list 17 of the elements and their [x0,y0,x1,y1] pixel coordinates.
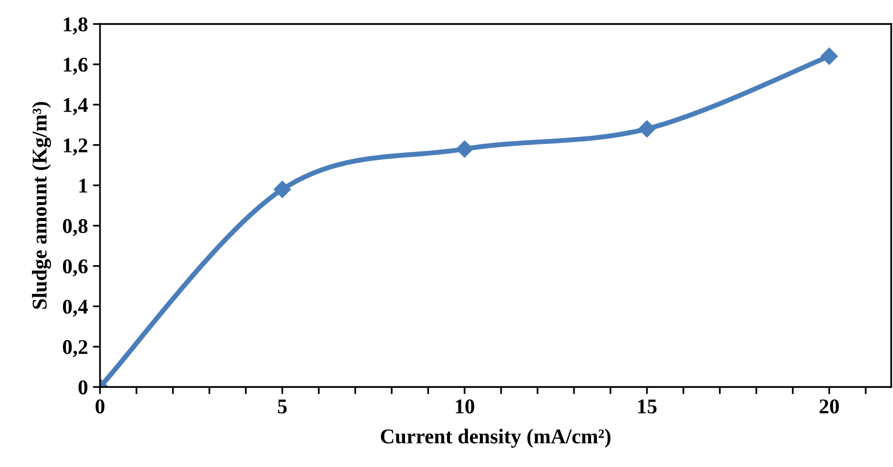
y-tick-label: 1,6 [64,58,88,75]
y-tick-label: 0,4 [62,300,88,317]
x-tick-label: 15 [638,400,657,414]
y-tick-label: 1 [79,178,88,193]
y-tick-label: 1,2 [64,138,88,156]
x-tick-label: 10 [456,399,474,414]
x-tick-label: 20 [820,399,839,414]
y-tick-label: 0,2 [62,340,88,358]
y-tick-label: 0,6 [62,259,88,276]
y-tick-label: 0 [78,380,88,394]
x-tick-label: 0 [96,399,104,414]
x-tick-label: 5 [278,400,287,414]
y-tick-label: 1,8 [64,17,88,34]
y-tick-label: 1,4 [64,98,88,116]
y-axis-title: Sludge amount (Kg/m³) [32,102,52,309]
y-tick-label: 0,8 [62,219,88,236]
x-axis-title: Current density (mA/cm²) [380,428,610,448]
